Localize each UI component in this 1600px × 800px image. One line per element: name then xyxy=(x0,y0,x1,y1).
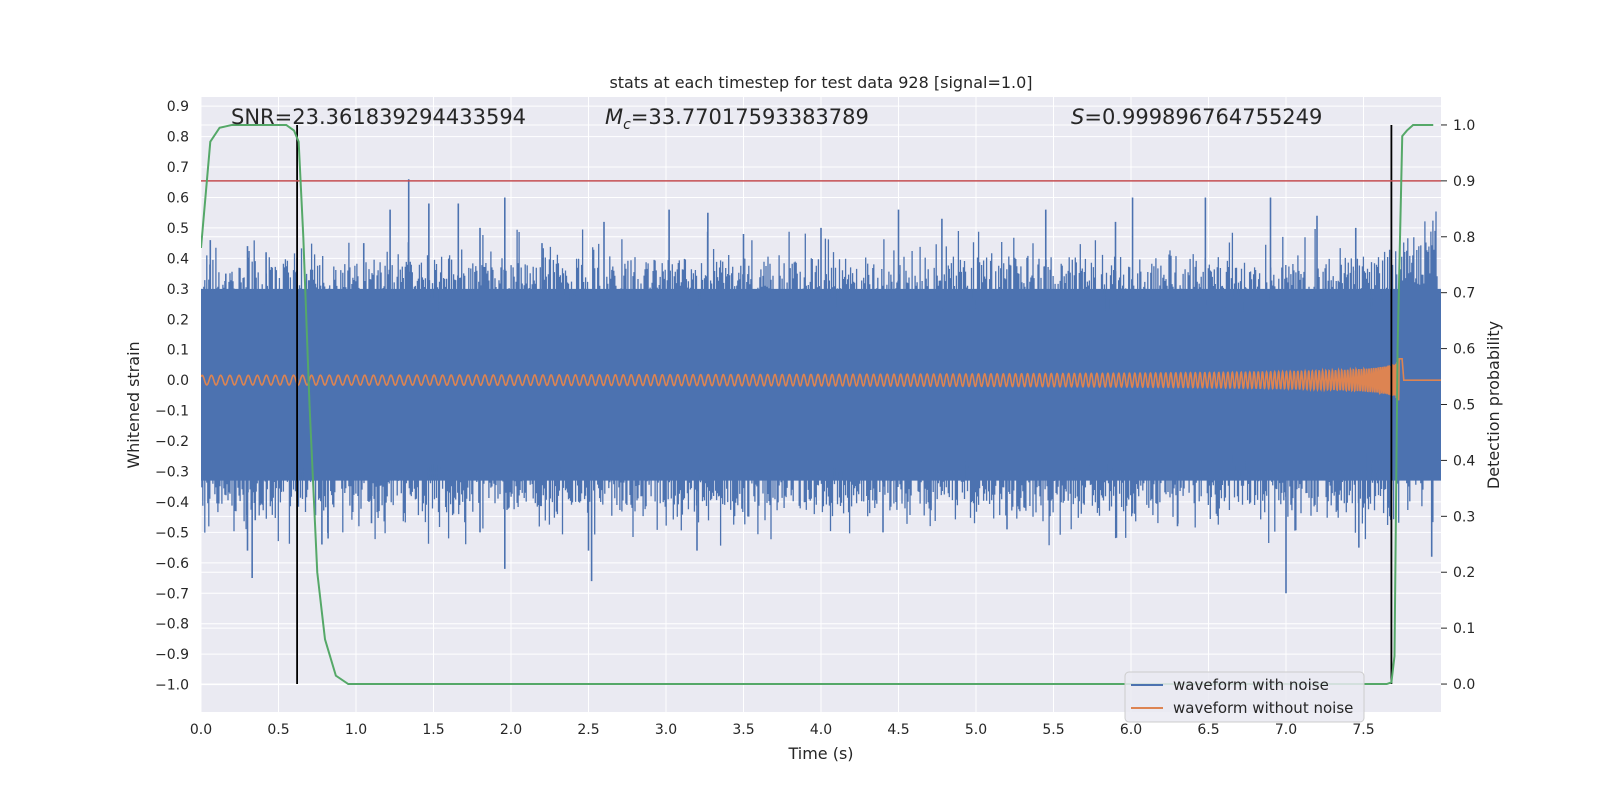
y2-tick-label: 0.3 xyxy=(1453,509,1475,525)
y-tick-label: −0.2 xyxy=(155,434,189,450)
y2-tick-label: 0.7 xyxy=(1453,286,1475,302)
x-tick-label: 7.5 xyxy=(1352,722,1374,738)
y-tick-label: 0.8 xyxy=(167,130,189,146)
y-tick-label: 0.6 xyxy=(167,190,189,206)
x-tick-label: 0.5 xyxy=(267,722,289,738)
x-tick-label: 7.0 xyxy=(1275,722,1297,738)
snr-annotation: SNR=23.361839294433594 xyxy=(231,105,526,129)
clean-waveform-line xyxy=(201,358,1441,401)
x-tick-label: 5.0 xyxy=(965,722,987,738)
legend-box xyxy=(1124,671,1365,723)
score-annotation: S=0.999896764755249 xyxy=(1071,105,1322,129)
y2-tick-label: 0.8 xyxy=(1453,230,1475,246)
y2-tick-label: 0.6 xyxy=(1453,342,1475,358)
legend-label-clean: waveform without noise xyxy=(1173,699,1353,717)
legend: waveform with noise waveform without noi… xyxy=(1124,671,1365,723)
x-tick-label: 3.5 xyxy=(732,722,754,738)
x-tick-label: 4.0 xyxy=(810,722,832,738)
y2-tick-label: 0.4 xyxy=(1453,453,1475,469)
chirp-mass-value: =33.77017593383789 xyxy=(631,105,869,129)
y-tick-label: 0.2 xyxy=(167,312,189,328)
x-tick-label: 6.0 xyxy=(1120,722,1142,738)
chirp-layer xyxy=(201,358,1441,401)
y-tick-label: 0.0 xyxy=(167,373,189,389)
x-tick-label: 3.0 xyxy=(655,722,677,738)
legend-label-noise: waveform with noise xyxy=(1173,676,1329,694)
y-tick-label: 0.5 xyxy=(167,221,189,237)
y-tick-label: −0.4 xyxy=(155,495,189,511)
y-tick-label: 0.4 xyxy=(167,251,189,267)
y2-tick-label: 0.2 xyxy=(1453,565,1475,581)
detection-probability-line xyxy=(201,123,1434,686)
x-tick-label: 4.5 xyxy=(887,722,909,738)
y2-axis-label: Detection probability xyxy=(1484,321,1503,489)
y2-tick-label: 0.5 xyxy=(1453,398,1475,414)
y2-axis-ticks: 1.0 0.9 0.8 0.7 0.6 0.5 0.4 0.3 0.2 0.1 0.0 xyxy=(1441,118,1475,693)
y-tick-label: −1.0 xyxy=(155,678,189,694)
chirp-mass-subscript: c xyxy=(623,117,631,133)
x-axis-label: Time (s) xyxy=(787,744,853,763)
y-tick-label: 0.1 xyxy=(167,343,189,359)
y2-tick-label: 0.1 xyxy=(1453,621,1475,637)
y-tick-label: −0.3 xyxy=(155,464,189,480)
x-tick-label: 2.5 xyxy=(577,722,599,738)
y-tick-label: −0.9 xyxy=(155,647,189,663)
y-tick-label: −0.8 xyxy=(155,617,189,633)
y-tick-label: 0.7 xyxy=(167,160,189,176)
y2-tick-label: 0.0 xyxy=(1453,677,1475,693)
score-value: =0.999896764755249 xyxy=(1084,105,1322,129)
chirp-mass-symbol: M xyxy=(605,105,623,129)
score-symbol: S xyxy=(1071,105,1084,129)
chirp-mass-annotation: Mc=33.77017593383789 xyxy=(605,105,869,133)
y-axis-label: Whitened strain xyxy=(124,341,143,468)
chart-title: stats at each timestep for test data 928… xyxy=(609,73,1032,92)
x-tick-label: 0.0 xyxy=(190,722,212,738)
plot-contents xyxy=(201,123,1441,686)
y-tick-label: −0.7 xyxy=(155,586,189,602)
x-tick-label: 2.0 xyxy=(500,722,522,738)
x-tick-label: 1.0 xyxy=(345,722,367,738)
x-tick-label: 6.5 xyxy=(1197,722,1219,738)
y-tick-label: −0.1 xyxy=(155,404,189,420)
y-tick-label: −0.5 xyxy=(155,525,189,541)
y-tick-label: 0.9 xyxy=(167,99,189,115)
x-tick-label: 5.5 xyxy=(1042,722,1064,738)
y2-tick-label: 1.0 xyxy=(1453,118,1475,134)
y-axis-ticks: 0.9 0.8 0.7 0.6 0.5 0.4 0.3 0.2 0.1 0.0 −0.1 −0.2 −0… xyxy=(155,99,189,693)
prob-layer xyxy=(201,123,1434,686)
y-tick-label: −0.6 xyxy=(155,556,189,572)
x-axis-ticks: 0.0 0.5 1.0 1.5 2.0 2.5 3.0 3.5 4.0 4.5 5.0 5.5 6.0 6… xyxy=(190,722,1375,738)
y2-tick-label: 0.9 xyxy=(1453,174,1475,190)
marker-layer xyxy=(201,124,1441,685)
x-tick-label: 1.5 xyxy=(422,722,444,738)
y-tick-label: 0.3 xyxy=(167,282,189,298)
